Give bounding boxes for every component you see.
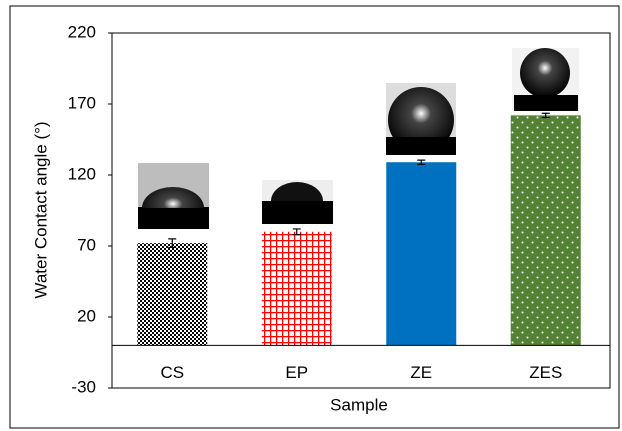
x-tick-label: ZES <box>529 363 562 382</box>
y-tick-label: 70 <box>77 235 96 254</box>
y-tick-label: 120 <box>68 164 96 183</box>
plot-area <box>111 32 611 389</box>
x-axis-label: Sample <box>330 395 388 414</box>
droplet-images <box>138 48 579 229</box>
error-bar <box>292 228 301 236</box>
x-tick-label: CS <box>160 363 184 382</box>
y-tick-label: 20 <box>77 306 96 325</box>
bar <box>261 231 332 346</box>
y-tick-label: 170 <box>68 93 96 112</box>
x-tick-label: ZE <box>410 363 432 382</box>
bars <box>137 115 581 346</box>
y-tick-label: 220 <box>68 22 96 41</box>
error-bar <box>541 112 550 119</box>
error-bar <box>168 238 177 249</box>
error-bar <box>417 159 426 165</box>
bar <box>137 243 208 346</box>
frame <box>9 5 620 429</box>
bar <box>510 115 581 346</box>
y-tick-label: -30 <box>71 377 96 396</box>
x-tick-label: EP <box>285 363 308 382</box>
y-axis-label: Water Contact angle (°) <box>31 121 50 298</box>
bar <box>386 162 457 346</box>
